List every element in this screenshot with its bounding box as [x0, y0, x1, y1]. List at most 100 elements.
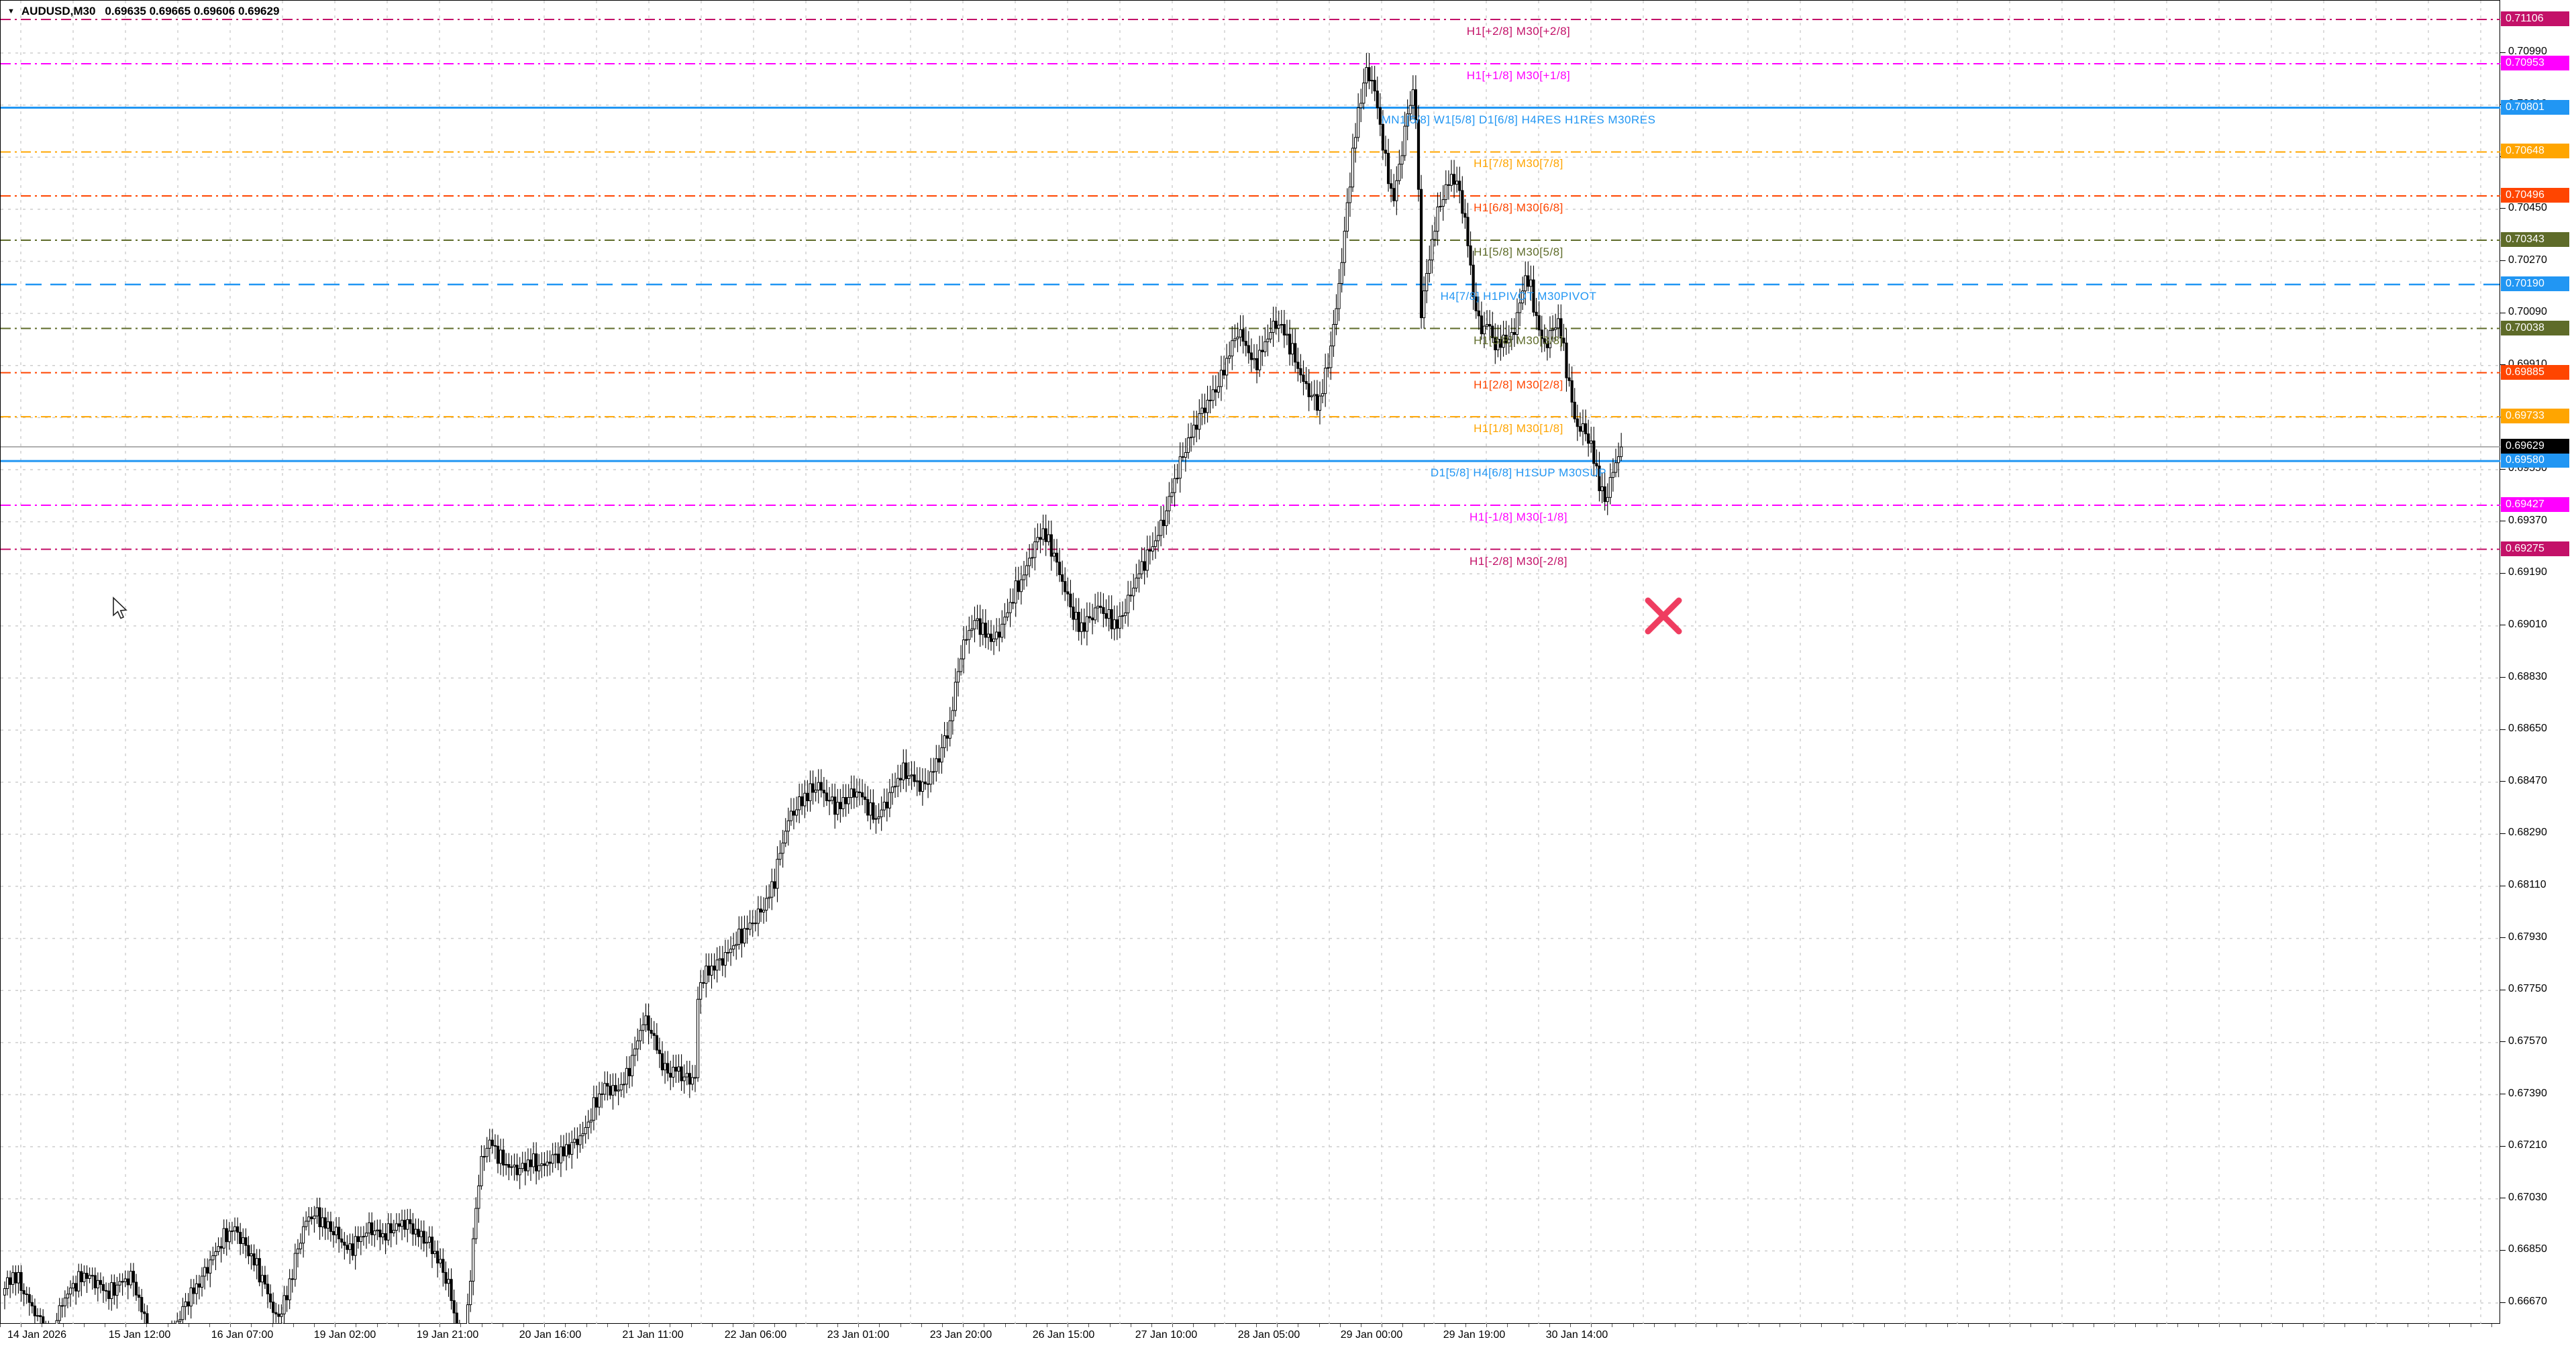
time-tick: [1486, 1324, 1488, 1327]
price-tick-label: 0.67750: [2508, 983, 2547, 995]
time-tick: [2365, 1324, 2367, 1327]
time-tick: [2281, 1324, 2283, 1327]
time-tick: [1967, 1324, 1969, 1327]
level-label-h1-plus-2-8: H1[+2/8] M30[+2/8]: [1466, 24, 1571, 38]
price-tick: [2500, 1145, 2506, 1147]
price-tick-label: 0.69190: [2508, 566, 2547, 578]
price-tick-label: 0.67930: [2508, 931, 2547, 943]
price-badge-current-price: 0.69629: [2501, 438, 2569, 454]
time-tick-label: 19 Jan 02:00: [313, 1329, 376, 1341]
time-tick: [921, 1324, 922, 1327]
price-badge-h1-3-8: 0.70038: [2501, 320, 2569, 335]
time-tick: [1675, 1324, 1676, 1327]
price-badge-h1-2-8: 0.69885: [2501, 364, 2569, 380]
level-label-pivot: H4[7/8] H1PIVOT M30PIVOT: [1440, 290, 1597, 303]
price-tick: [2500, 1302, 2506, 1303]
time-tick-label: 15 Jan 12:00: [108, 1329, 171, 1341]
time-tick: [0, 1324, 1, 1327]
price-badge-h1-7-8: 0.70648: [2501, 144, 2569, 159]
price-badge-h1-5-8: 0.70343: [2501, 232, 2569, 248]
time-tick: [565, 1324, 566, 1327]
price-tick-label: 0.68470: [2508, 774, 2547, 786]
price-tick: [2500, 1041, 2506, 1043]
time-tick: [460, 1324, 462, 1327]
time-tick: [1884, 1324, 1885, 1327]
time-tick: [293, 1324, 294, 1327]
price-tick-label: 0.66670: [2508, 1296, 2547, 1307]
level-label-h1-1-8: H1[1/8] M30[1/8]: [1474, 422, 1563, 435]
chart-title: ▼ AUDUSD,M30 0.69635 0.69665 0.69606 0.696…: [7, 5, 279, 18]
ohlc-readout: 0.69635 0.69665 0.69606 0.69629: [105, 5, 280, 17]
time-tick-label: 27 Jan 10:00: [1135, 1329, 1198, 1341]
level-label-h1-2-8: H1[2/8] M30[2/8]: [1474, 378, 1563, 391]
time-tick-label: 30 Jan 14:00: [1545, 1329, 1608, 1341]
price-axis[interactable]: 0.709900.708100.706300.704500.702700.700…: [2500, 0, 2576, 1324]
time-tick: [376, 1324, 378, 1327]
time-tick-label: 14 Jan 2026: [7, 1329, 67, 1341]
time-tick: [335, 1324, 336, 1327]
time-tick: [586, 1324, 587, 1327]
time-tick: [1821, 1324, 1822, 1327]
time-tick: [2030, 1324, 2032, 1327]
time-tick: [858, 1324, 860, 1327]
time-axis[interactable]: 14 Jan 2026 15 Jan 12:00 16 Jan 07:00 19 Ja…: [0, 1324, 2576, 1356]
time-tick: [2303, 1324, 2304, 1327]
time-tick: [649, 1324, 650, 1327]
time-tick: [2449, 1324, 2451, 1327]
time-tick: [1800, 1324, 1802, 1327]
mouse-cursor: [113, 596, 127, 619]
cross-marker[interactable]: [1645, 597, 1682, 635]
time-tick-label: 29 Jan 19:00: [1443, 1329, 1506, 1341]
time-tick: [607, 1324, 608, 1327]
symbol-dropdown-icon[interactable]: ▼: [7, 7, 15, 15]
time-tick: [523, 1324, 524, 1327]
time-tick: [879, 1324, 880, 1327]
level-label-resistance: MN1[5/8] W1[5/8] D1[6/8] H4RES H1RES M30…: [1381, 113, 1656, 126]
time-tick: [1402, 1324, 1404, 1327]
price-tick-label: 0.68110: [2508, 879, 2546, 890]
price-tick-label: 0.68650: [2508, 723, 2547, 735]
price-tick-label: 0.68290: [2508, 827, 2547, 839]
time-tick: [1465, 1324, 1466, 1327]
price-tick-label: 0.69370: [2508, 514, 2547, 526]
price-tick: [2500, 729, 2506, 730]
time-tick: [2114, 1324, 2116, 1327]
price-tick-label: 0.70990: [2508, 46, 2547, 57]
level-label-h1-7-8: H1[7/8] M30[7/8]: [1474, 157, 1563, 170]
chart-plot-area[interactable]: ▼ AUDUSD,M30 0.69635 0.69665 0.69606 0.696…: [0, 0, 2501, 1324]
level-label-h1-5-8: H1[5/8] M30[5/8]: [1474, 246, 1563, 259]
price-badge-support: 0.69580: [2501, 453, 2569, 468]
level-lines: [1, 18, 2501, 550]
time-tick: [1737, 1324, 1739, 1327]
price-tick: [2500, 260, 2506, 261]
time-tick: [711, 1324, 713, 1327]
price-badge-h1-plus-1-8: 0.70953: [2501, 55, 2569, 70]
time-tick: [1193, 1324, 1194, 1327]
price-tick: [2500, 572, 2506, 574]
candlestick-series: [3, 53, 1623, 1324]
time-tick: [1653, 1324, 1655, 1327]
grid-lines: [1, 1, 2501, 1324]
time-tick: [314, 1324, 315, 1327]
time-tick: [272, 1324, 273, 1327]
time-tick: [1256, 1324, 1257, 1327]
time-tick: [83, 1324, 85, 1327]
time-tick: [544, 1324, 546, 1327]
level-label-h1-3-8: H1[3/8] M30[3/8]: [1474, 333, 1563, 347]
time-tick-label: 26 Jan 15:00: [1032, 1329, 1095, 1341]
price-badge-h1-minus-1-8: 0.69427: [2501, 497, 2569, 513]
time-tick: [1109, 1324, 1111, 1327]
time-tick: [2261, 1324, 2262, 1327]
price-tick-label: 0.69010: [2508, 618, 2547, 630]
time-tick: [1277, 1324, 1278, 1327]
time-tick: [690, 1324, 692, 1327]
time-tick: [1989, 1324, 1990, 1327]
time-tick-label: 20 Jan 16:00: [519, 1329, 582, 1341]
level-label-h1-minus-1-8: H1[-1/8] M30[-1/8]: [1469, 511, 1568, 524]
level-label-h1-plus-1-8: H1[+1/8] M30[+1/8]: [1466, 68, 1571, 82]
price-tick-label: 0.67390: [2508, 1087, 2547, 1099]
time-tick: [209, 1324, 210, 1327]
time-tick: [774, 1324, 776, 1327]
time-tick: [251, 1324, 252, 1327]
